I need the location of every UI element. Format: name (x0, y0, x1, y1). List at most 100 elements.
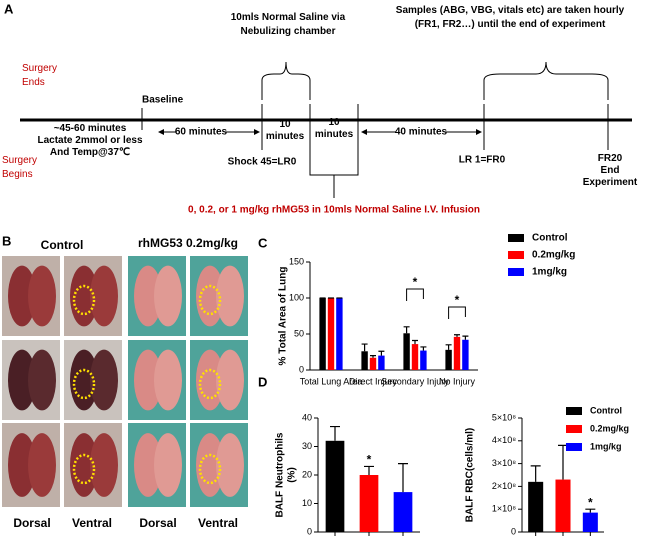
bar (403, 333, 410, 370)
lung (196, 265, 224, 327)
group-title: rhMG53 0.2mg/kg (138, 236, 238, 250)
group-title: Control (41, 238, 84, 252)
bar (582, 512, 598, 532)
end-experiment: FR20 End Experiment (583, 153, 638, 188)
lung (134, 433, 162, 497)
annotation: * (413, 275, 418, 289)
error-bar (462, 335, 469, 340)
legend-label: 1mg/kg (532, 267, 567, 278)
bar (378, 355, 385, 370)
samples-note: Samples (ABG, VBG, vitals etc) are taken… (396, 5, 625, 30)
baseline: Baseline (142, 95, 184, 106)
lung (8, 349, 36, 411)
panel-label: B (2, 233, 11, 248)
x-tick-label: No Injury (439, 376, 476, 386)
lung (8, 433, 36, 497)
annotation: * (455, 293, 460, 307)
lung (28, 349, 56, 411)
bar (411, 344, 419, 370)
bar (319, 298, 326, 370)
lung (90, 433, 118, 497)
lung (90, 349, 118, 411)
significance-bracket (406, 288, 424, 301)
panel-label: C (258, 235, 268, 250)
legend-label: 0.2mg/kg (590, 423, 629, 433)
shock: Shock 45=LR0 (228, 157, 297, 168)
y-tick-label: 3×10⁸ (492, 458, 516, 468)
bar (361, 351, 368, 370)
bar (555, 479, 571, 532)
error-bar (398, 463, 408, 493)
lung (216, 265, 244, 327)
injury-outline (198, 368, 222, 400)
bar (369, 357, 377, 370)
error-bar (378, 350, 385, 356)
error-bar (445, 344, 452, 350)
bar (445, 349, 452, 370)
lung (8, 265, 36, 327)
y-axis-label: % Total Area of Lung (278, 267, 289, 366)
photos (2, 256, 248, 507)
arrowheads (158, 129, 482, 135)
y-tick-label: 2×10⁸ (492, 481, 516, 491)
y-tick-label: 1×10⁸ (492, 504, 516, 514)
y-tick-label: 0 (307, 526, 312, 536)
nebulizer-note: 10mls Normal Saline via Nebulizing chambe… (231, 12, 346, 37)
panel-label: D (258, 374, 267, 389)
y-axis-label: BALF RBC(cells/ml) (465, 428, 476, 522)
error-bar (403, 326, 410, 334)
injury-outline (198, 453, 222, 485)
y-tick-label: 10 (302, 498, 312, 508)
error-bar (361, 343, 368, 352)
error-bar (412, 339, 418, 345)
injury-outline (198, 284, 222, 316)
error-bar (530, 465, 541, 482)
lung (216, 349, 244, 411)
error-bar (364, 465, 374, 475)
legend-swatch (566, 425, 582, 433)
y-tick-label: 50 (294, 328, 304, 338)
lung (70, 349, 98, 411)
y-tick-label: 5×10⁸ (492, 412, 516, 422)
x-tick-label: Secondary Injury (381, 376, 449, 386)
y-tick-label: 150 (289, 256, 304, 266)
x-tick-label: Total Lung Area (300, 376, 363, 386)
lung (90, 265, 118, 327)
y-tick-label: 40 (302, 412, 312, 422)
bar (528, 481, 544, 532)
view-label: Dorsal (139, 516, 176, 530)
infusion: 0, 0.2, or 1 mg/kg rhMG53 in 10mls Norma… (188, 205, 480, 216)
lung (134, 265, 162, 327)
y-tick-label: 4×10⁸ (492, 435, 516, 445)
view-label: Ventral (72, 516, 112, 530)
legend-label: 0.2mg/kg (532, 250, 575, 261)
error-bar (454, 334, 460, 337)
interval: 10 minutes (266, 119, 305, 142)
interval: 40 minutes (395, 127, 448, 138)
surgery-ends: Surgery Ends (22, 63, 57, 88)
interval: 10 minutes (315, 117, 354, 140)
y-tick-label: 100 (289, 292, 304, 302)
lung (216, 433, 244, 497)
bar (393, 492, 413, 532)
view-label: Ventral (198, 516, 238, 530)
y-axis-label: (%) (287, 467, 298, 483)
legend-swatch (508, 234, 524, 242)
bar (462, 339, 469, 370)
lung (196, 349, 224, 411)
y-tick-label: 0 (299, 364, 304, 374)
view-label: Dorsal (13, 516, 50, 530)
timeline-ticks (141, 104, 609, 198)
interval: 60 minutes (175, 127, 228, 138)
lung (154, 433, 182, 497)
error-bar (585, 508, 596, 513)
lung (134, 349, 162, 411)
injury-outline (72, 453, 96, 485)
braces (261, 61, 609, 100)
bar (359, 475, 379, 532)
lung (154, 265, 182, 327)
legend-swatch (508, 268, 524, 276)
y-axis-label: BALF Neutrophils (275, 432, 286, 517)
legend-swatch (566, 407, 582, 415)
